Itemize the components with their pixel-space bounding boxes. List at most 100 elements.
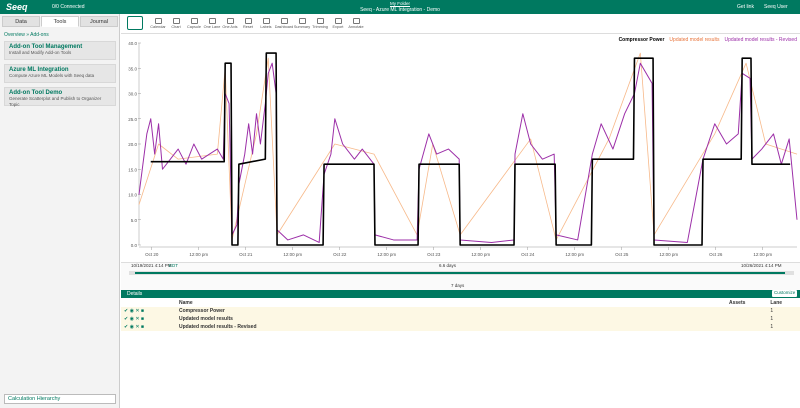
toolbar-icon[interactable] (299, 18, 306, 24)
trend-chart: 0.0 5.0 10.0 15.0 20.0 25.0 30.0 35.0 40.0 Oct 20… (128, 37, 798, 257)
breadcrumb[interactable]: Overview » Add-ons (4, 32, 49, 38)
x-tick-label: 12:00 pm (565, 252, 584, 257)
toolbar-label[interactable]: Reset (243, 25, 253, 29)
toolbar-label[interactable]: Labels (260, 25, 272, 29)
x-tick-label: Oct 25 (615, 252, 629, 257)
toolbar-icon[interactable] (353, 18, 360, 24)
x-tick-label: 12:00 pm (753, 252, 772, 257)
column-header[interactable]: Lane (770, 300, 783, 306)
toolbar-label[interactable]: Chart (171, 25, 181, 29)
y-tick-label: 20.0 (128, 142, 137, 147)
toolbar-icon[interactable] (317, 18, 324, 24)
tool-description: Install and Modify Add-on Tools (9, 50, 72, 55)
legend-entry: Updated model results - Revised (724, 37, 797, 43)
tool-item[interactable]: Azure ML Integration Compute Azure ML Mod… (4, 64, 116, 83)
toolbar-label[interactable]: Dashboard (274, 25, 294, 29)
y-tick-label: 30.0 (128, 92, 137, 97)
series-row[interactable]: ✔ ◉ ✕ ■ Updated model results - Revised 1 (121, 323, 800, 331)
x-tick-label: 12:00 pm (377, 252, 396, 257)
duration[interactable]: 7 days (451, 283, 465, 288)
y-tick-label: 35.0 (128, 66, 137, 71)
top-bar: Seeq 0/0 Connected My Folder Seeq - Azur… (0, 0, 800, 14)
legend-entry: Updated model results (669, 37, 720, 43)
x-tick-label: Oct 22 (333, 252, 347, 257)
x-tick-label: Oct 26 (709, 252, 723, 257)
workbook-title: Seeq - Azure ML Integration - Demo (360, 7, 440, 13)
display-range[interactable] (135, 272, 785, 274)
y-tick-label: 0.0 (131, 243, 138, 248)
series-name: Compressor Power (179, 308, 225, 314)
toolbar-label[interactable]: Capsule (187, 25, 201, 29)
plot-area (139, 43, 797, 245)
logo: Seeq (6, 2, 28, 12)
x-tick-label: 12:00 pm (471, 252, 490, 257)
series-row[interactable]: ✔ ◉ ✕ ■ Compressor Power 1 (121, 307, 800, 315)
x-tick-label: Oct 23 (427, 252, 441, 257)
x-tick-label: 12:00 pm (189, 252, 208, 257)
step-size[interactable]: 6.6 days (439, 263, 457, 268)
x-tick-label: Oct 24 (521, 252, 535, 257)
toolbar-icon[interactable] (155, 18, 162, 24)
toolbar-icon[interactable] (281, 18, 288, 24)
view-selector[interactable] (127, 16, 143, 30)
details-table: Name Assets Lane ✔ ◉ ✕ ■ Compressor Power 1 … (121, 299, 800, 331)
left-panel: Data Tools Journal Overview » Add-ons Ad… (0, 14, 120, 408)
toolbar-icon[interactable] (263, 18, 270, 24)
legend-entry: Compressor Power (619, 37, 665, 43)
tool-item[interactable]: Add-on Tool Demo Generate Scatterplot and… (4, 87, 116, 107)
toolbar-icon[interactable] (173, 18, 180, 24)
x-tick-label: 12:00 pm (283, 252, 302, 257)
series-name: Updated model results - Revised (179, 324, 257, 330)
toolbar-icon[interactable] (335, 18, 342, 24)
connection: 0/0 Connected (52, 4, 85, 10)
tool-title: Add-on Tool Management (9, 44, 83, 50)
x-tick-label: 12:00 pm (659, 252, 678, 257)
tool-title: Add-on Tool Demo (9, 90, 63, 96)
tool-title: Azure ML Integration (9, 67, 69, 73)
y-tick-label: 5.0 (131, 218, 138, 223)
user-menu[interactable]: Seeq User (764, 4, 788, 10)
tab[interactable]: Data (2, 16, 40, 27)
get-link[interactable]: Get link (737, 4, 754, 10)
series-row[interactable]: ✔ ◉ ✕ ■ Updated model results 1 (121, 315, 800, 323)
tab[interactable]: Journal (80, 16, 118, 27)
folder[interactable]: My Folder (389, 1, 410, 6)
tool-description: Generate Scatterplot and Publish to Orga… (9, 96, 102, 107)
y-tick-label: 15.0 (128, 167, 137, 172)
tool-item[interactable]: Add-on Tool Management Install and Modify… (4, 41, 116, 60)
details-title: Details (127, 291, 143, 297)
series-line (150, 52, 791, 246)
y-tick-label: 25.0 (128, 117, 137, 122)
toolbar-label[interactable]: Summary (293, 25, 311, 29)
column-header[interactable]: Assets (729, 300, 746, 306)
lane: 1 (770, 316, 774, 322)
header-row: Name Assets Lane (121, 299, 800, 307)
toolbar-label[interactable]: Calendar (150, 25, 166, 29)
time-bar: 10/19/2021 4:14 PM EDT 6.6 days 10/26/20… (121, 262, 800, 290)
end-time[interactable]: 10/26/2021 4:14 PM (741, 263, 782, 268)
x-tick-label: Oct 21 (239, 252, 253, 257)
toolbar-label[interactable]: One Lane (203, 25, 221, 29)
toolbar-label[interactable]: One Axis (222, 25, 238, 29)
toolbar-icon[interactable] (245, 18, 252, 24)
column-header[interactable]: Name (179, 300, 193, 306)
toolbar-label[interactable]: Export (332, 25, 344, 29)
tab[interactable]: Tools (41, 16, 79, 27)
lane: 1 (770, 308, 774, 314)
customize-button[interactable]: Customize (772, 290, 798, 297)
x-tick-label: Oct 20 (145, 252, 159, 257)
toolbar-icon[interactable] (227, 18, 234, 24)
toolbar-icon[interactable] (191, 18, 198, 24)
toolbar: Calendar Chart Capsule One Lane One Axis Rese… (121, 14, 800, 34)
toolbar-label[interactable]: Trimming (312, 25, 328, 29)
details-header: Details Customize (121, 290, 800, 298)
toolbar-label[interactable]: Annotate (348, 25, 364, 29)
timezone: EDT (169, 263, 178, 268)
lane: 1 (770, 324, 774, 330)
y-tick-label: 40.0 (128, 41, 137, 46)
toolbar-icon[interactable] (209, 18, 216, 24)
hierarchy-select[interactable]: Calculation Hierarchy (4, 394, 116, 404)
start-time[interactable]: 10/19/2021 4:14 PM (131, 263, 172, 268)
y-tick-label: 10.0 (128, 193, 137, 198)
tool-description: Compute Azure ML Models with Seeq data (9, 73, 95, 78)
